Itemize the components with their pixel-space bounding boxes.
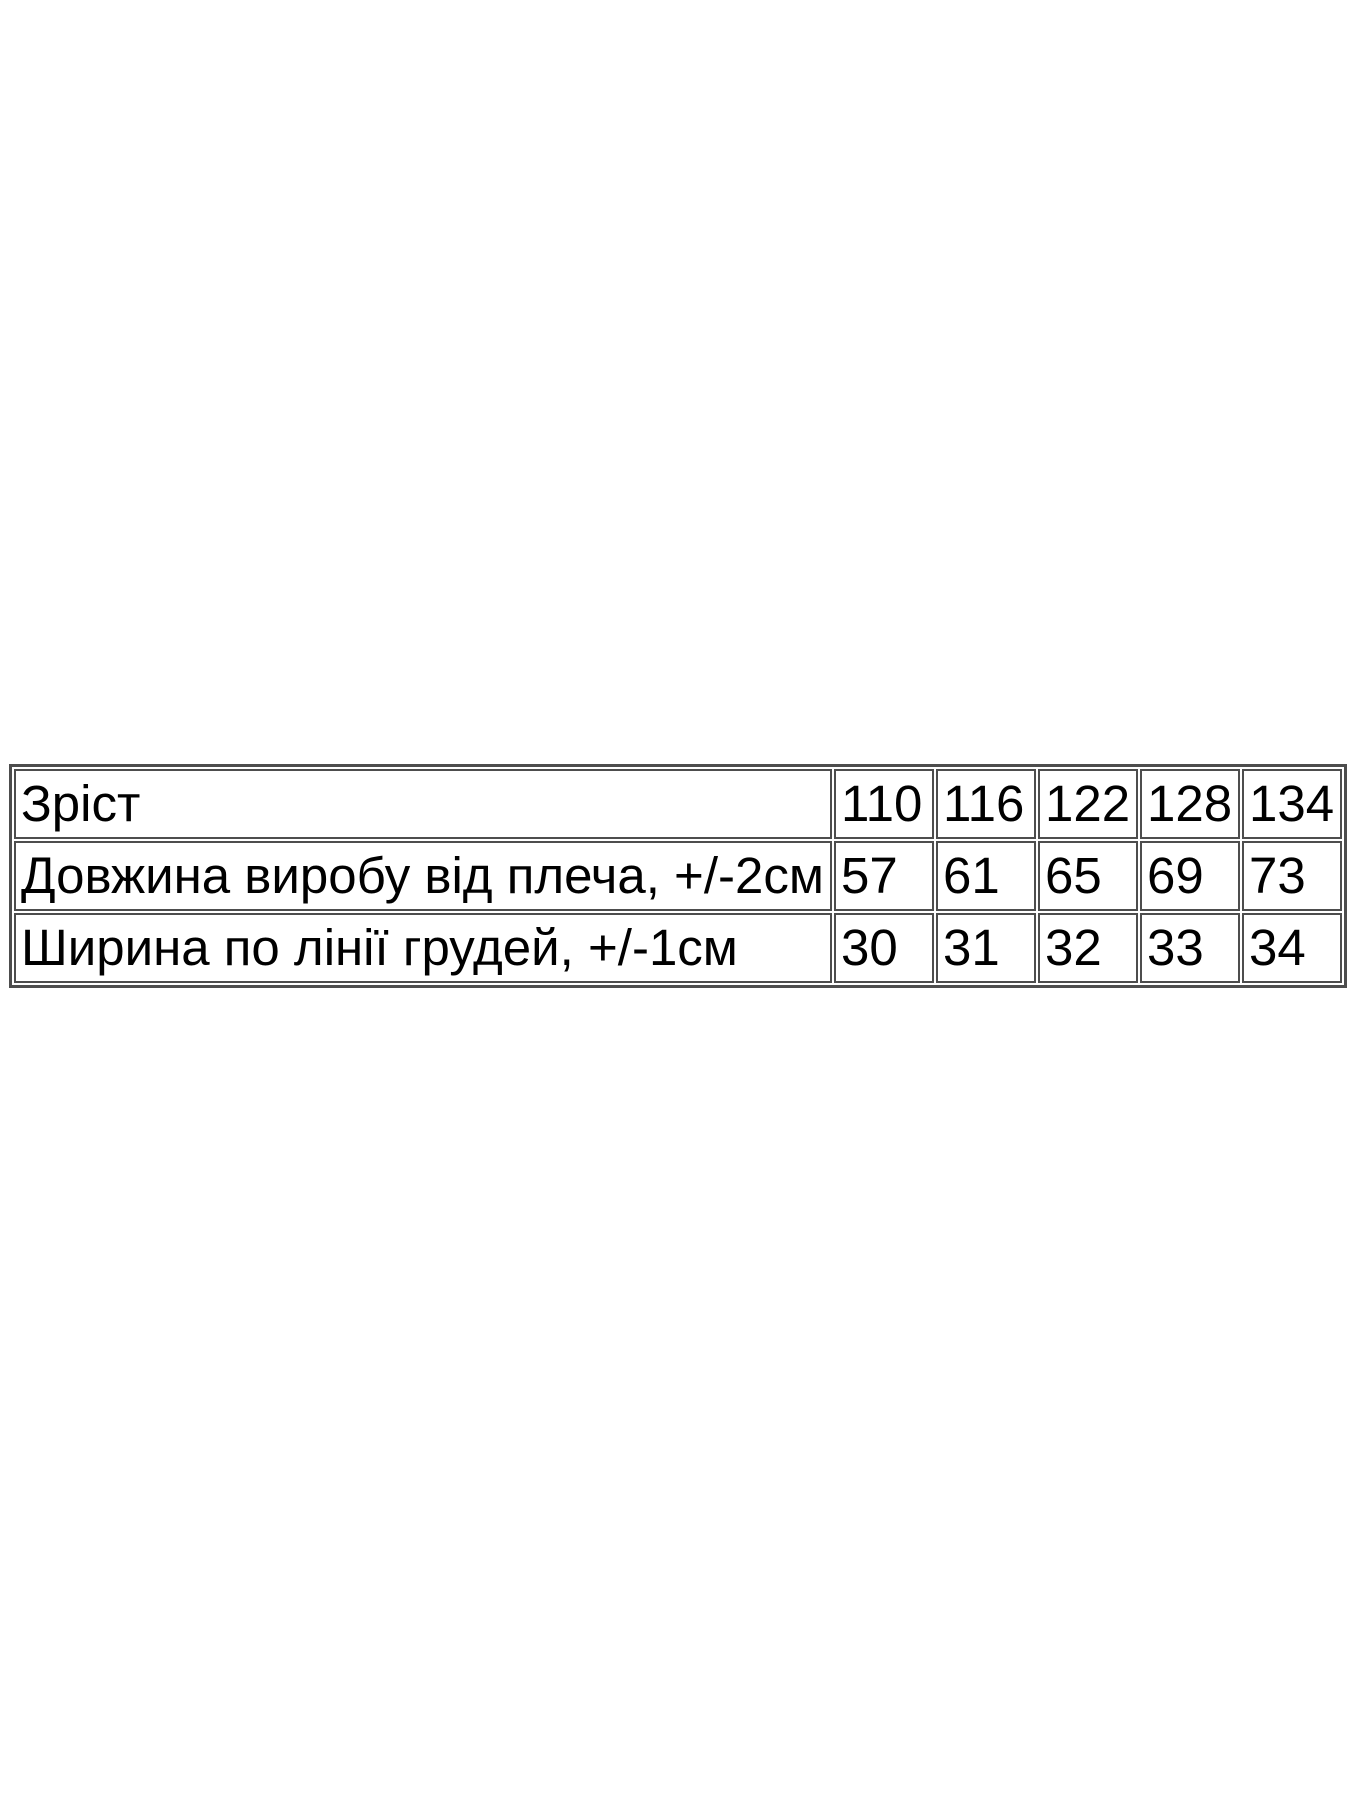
value-cell: 31	[936, 913, 1036, 983]
value-cell: 69	[1140, 841, 1240, 911]
value-cell: 61	[936, 841, 1036, 911]
header-label-cell: Зріст	[14, 769, 832, 839]
header-size-cell: 116	[936, 769, 1036, 839]
value-cell: 33	[1140, 913, 1240, 983]
header-size-cell: 110	[834, 769, 934, 839]
value-cell: 32	[1038, 913, 1138, 983]
size-table-header-row: Зріст 110 116 122 128 134	[14, 769, 1342, 839]
row-label-cell: Довжина виробу від плеча, +/-2см	[14, 841, 832, 911]
size-table-row-width: Ширина по лінії грудей, +/-1см 30 31 32 …	[14, 913, 1342, 983]
header-size-cell: 122	[1038, 769, 1138, 839]
header-size-cell: 134	[1242, 769, 1342, 839]
size-table-row-length: Довжина виробу від плеча, +/-2см 57 61 6…	[14, 841, 1342, 911]
row-label-cell: Ширина по лінії грудей, +/-1см	[14, 913, 832, 983]
size-chart: Зріст 110 116 122 128 134 Довжина виробу…	[9, 764, 1347, 988]
value-cell: 65	[1038, 841, 1138, 911]
header-size-cell: 128	[1140, 769, 1240, 839]
size-chart-table: Зріст 110 116 122 128 134 Довжина виробу…	[9, 764, 1347, 988]
value-cell: 30	[834, 913, 934, 983]
value-cell: 57	[834, 841, 934, 911]
value-cell: 73	[1242, 841, 1342, 911]
value-cell: 34	[1242, 913, 1342, 983]
